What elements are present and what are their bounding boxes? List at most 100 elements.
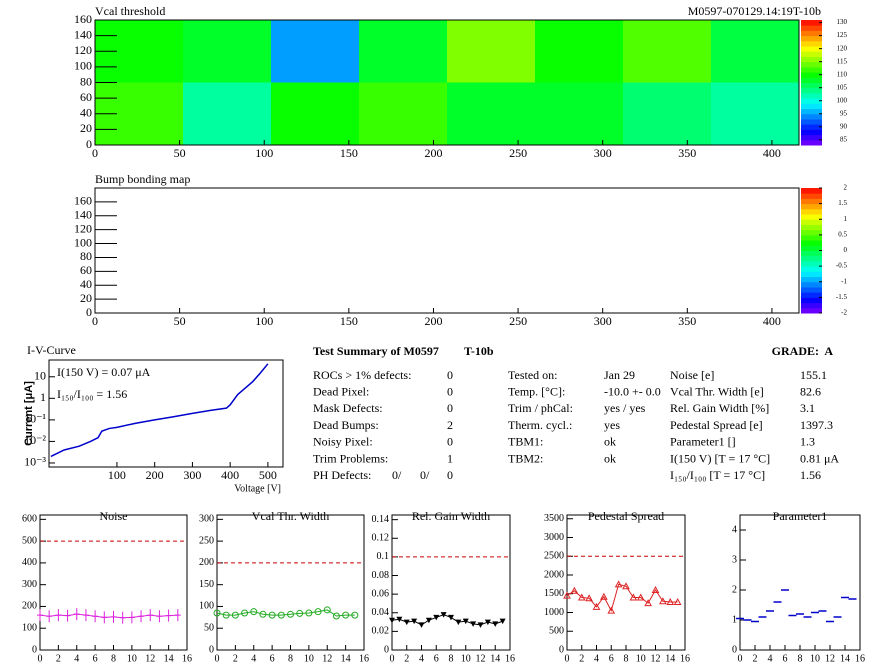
summary-value: 1.56 (800, 468, 821, 482)
marker (607, 606, 616, 614)
heatmap-cell (447, 82, 535, 145)
colorbar-strip (801, 103, 822, 110)
annotation: I₁₅₀/I₁₀₀ = 1.56 (57, 387, 127, 401)
summary-value: 0/ (420, 468, 430, 482)
y-tick-label: 0.06 (372, 588, 390, 599)
summary-value: yes / yes (604, 401, 646, 415)
marker (250, 608, 258, 616)
colorbar-label: 90 (840, 122, 848, 130)
marker (470, 621, 477, 627)
y-tick-label: 2500 (544, 551, 564, 562)
summary-value: 3.1 (800, 401, 815, 415)
x-tick-label: 16 (855, 653, 865, 664)
colorbar-strip (801, 271, 822, 278)
marker (577, 593, 586, 601)
x-tick-label: 10 (127, 653, 137, 664)
colorbar-label: 110 (837, 70, 848, 78)
colorbar-strip (801, 51, 822, 57)
x-tick-label: 150 (340, 314, 358, 328)
x-tick-label: 0 (92, 314, 98, 328)
colorbar-strip (801, 240, 822, 246)
x-tick-label: 0 (738, 653, 743, 664)
summary-label: ROCs > 1% defects: (313, 368, 411, 382)
summary-value: 0 (447, 401, 453, 415)
x-tick-label: 350 (678, 314, 696, 328)
series-line (216, 609, 355, 617)
colorbar-strip (801, 129, 822, 136)
x-tick-label: 0 (390, 653, 395, 664)
y-tick-label: 400 (22, 557, 37, 568)
chart-title: Rel. Gain Width (412, 509, 490, 523)
x-tick-label: 6 (609, 653, 614, 664)
y-tick-label: 0 (32, 644, 37, 655)
heatmap-cell (623, 82, 711, 145)
summary-value: Jan 29 (604, 368, 635, 382)
summary-value: 0/ (392, 468, 402, 482)
x-tick-label: 300 (594, 146, 612, 160)
summary-label: I(150 V) [T = 17 °C] (670, 451, 770, 465)
heatmap-cell (535, 20, 623, 83)
marker (462, 618, 469, 625)
marker (323, 606, 331, 614)
summary-label: Tested on: (508, 368, 557, 382)
x-tick-label: 12 (322, 653, 332, 664)
marker (644, 599, 652, 607)
colorbar-strip (801, 124, 822, 130)
x-tick-label: 50 (174, 314, 186, 328)
colorbar-label: 125 (837, 31, 848, 39)
summary-value: 82.6 (800, 384, 821, 398)
chart-title: Parameter1 (773, 509, 828, 523)
marker (287, 610, 294, 618)
x-tick-label: 2 (579, 653, 584, 664)
x-tick-label: 0 (38, 653, 43, 664)
marker (222, 611, 230, 619)
summary-label: Dead Bumps: (313, 418, 379, 432)
colorbar-label: 115 (837, 57, 848, 65)
y-tick-label: 160 (74, 12, 92, 26)
x-tick-label: 10 (636, 653, 646, 664)
x-tick-label: 250 (509, 146, 527, 160)
colorbar-strip (801, 134, 822, 141)
y-tick-label: 100 (22, 623, 37, 634)
heatmap-cell (271, 82, 359, 145)
summary-value: 1.3 (800, 435, 815, 449)
colorbar-strip (801, 307, 822, 314)
colorbar-label: -0.5 (836, 262, 848, 270)
summary-value: 155.1 (800, 368, 827, 382)
y-tick-label: 120 (74, 221, 92, 235)
y-tick-label: 0.1 (377, 551, 390, 562)
x-tick-label: 100 (255, 314, 273, 328)
colorbar-strip (801, 193, 822, 199)
heatmap-cell (623, 20, 711, 83)
x-tick-label: 4 (419, 653, 424, 664)
marker (636, 593, 645, 601)
x-tick-label: 400 (763, 146, 781, 160)
marker (499, 618, 506, 625)
y-tick-label: 40 (80, 277, 92, 291)
colorbar-label: 100 (837, 96, 848, 104)
x-tick-label: 12 (825, 653, 835, 664)
y-tick-label: 0.12 (372, 533, 390, 544)
y-tick-label: 300 (22, 579, 37, 590)
colorbar-strip (801, 108, 822, 115)
chart-title: I-V-Curve (27, 343, 76, 357)
heatmap-cell (359, 82, 447, 145)
marker (342, 611, 350, 619)
x-tick-label: 4 (594, 653, 599, 664)
y-tick-label: 60 (80, 90, 92, 104)
colorbar-strip (801, 302, 822, 309)
chart-subtitle: M0597-070129.14:19T-10b (688, 4, 821, 18)
marker (492, 621, 499, 627)
x-tick-label: 400 (763, 314, 781, 328)
heatmap-cell (183, 82, 271, 145)
y-tick-label: 1500 (544, 588, 564, 599)
summary-value: 0 (447, 435, 453, 449)
x-tick-label: 12 (145, 653, 155, 664)
marker (147, 609, 154, 622)
colorbar-strip (801, 224, 822, 231)
y-tick-label: 250 (199, 535, 214, 546)
y-tick-label: 10⁻² (24, 433, 46, 447)
y-tick-label: 0.14 (372, 514, 390, 525)
x-tick-label: 6 (783, 653, 788, 664)
colorbar-strip (801, 229, 822, 236)
